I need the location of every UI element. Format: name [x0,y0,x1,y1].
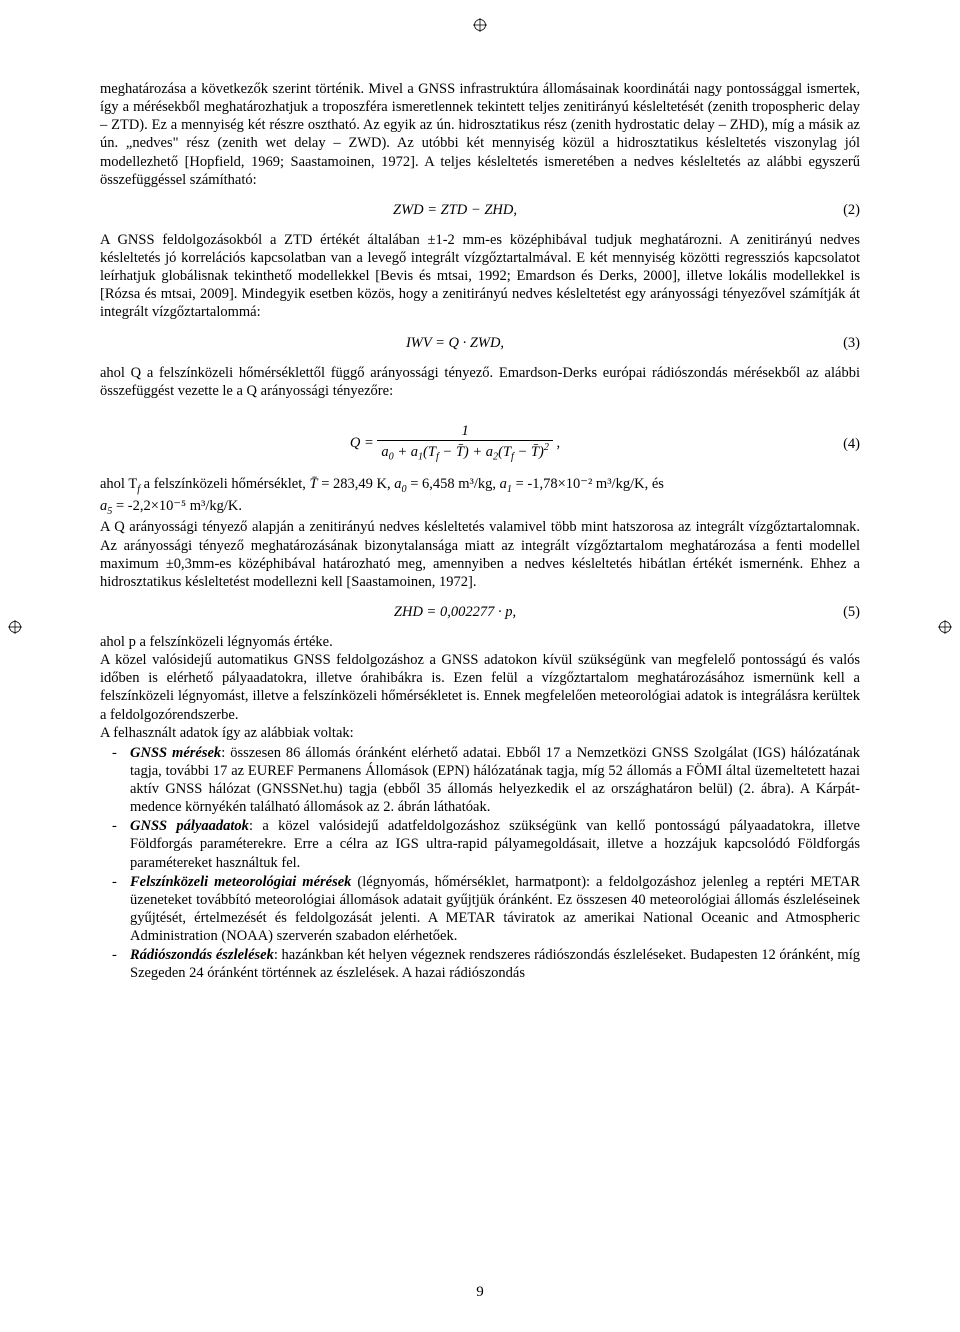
equation-text: IWV = Q · ZWD, [100,334,810,352]
list-item-title: GNSS mérések [130,745,221,761]
equation-number: (4) [810,435,860,453]
list-item: Felszínközeli meteorológiai mérések (lég… [130,873,860,946]
body-paragraph: ahol Tf a felszínközeli hőmérséklet, T̄ … [100,475,860,518]
data-list: GNSS mérések: összesen 86 állomás óránké… [100,744,860,983]
equation-text: Q = 1 a0 + a1(Tf − T̄) + a2(Tf − T̄)2 , [100,424,810,463]
page-number: 9 [0,1283,960,1302]
equation-3: IWV = Q · ZWD, (3) [100,334,860,352]
eq-denominator: a0 + a1(Tf − T̄) + a2(Tf − T̄)2 [377,441,553,463]
body-paragraph: ahol Q a felszínközeli hőmérséklettől fü… [100,364,860,400]
page: meghatározása a következők szerint törté… [0,0,960,1332]
equation-text: ZHD = 0,002277 · p, [100,603,810,621]
body-paragraph: A felhasznált adatok így az alábbiak vol… [100,724,860,742]
list-item-text: : összesen 86 állomás óránként elérhető … [130,745,860,815]
list-item: GNSS mérések: összesen 86 állomás óránké… [130,744,860,817]
equation-number: (3) [810,334,860,352]
crop-mark-icon [473,18,487,32]
crop-mark-icon [8,620,22,634]
eq-fraction: 1 a0 + a1(Tf − T̄) + a2(Tf − T̄)2 [377,424,553,463]
equation-number: (2) [810,201,860,219]
body-paragraph: A közel valósidejű automatikus GNSS feld… [100,651,860,724]
list-item: Rádiószondás észlelések: hazánkban két h… [130,946,860,982]
equation-text: ZWD = ZTD − ZHD, [100,201,810,219]
crop-mark-icon [938,620,952,634]
body-paragraph: ahol p a felszínközeli légnyomás értéke. [100,633,860,651]
body-paragraph: A Q arányossági tényező alapján a zeniti… [100,518,860,591]
body-paragraph: A GNSS feldolgozásokból a ZTD értékét ál… [100,231,860,322]
list-item-title: Felszínközeli meteorológiai mérések [130,874,351,890]
eq-tail: , [557,435,561,451]
list-item-title: Rádiószondás észlelések [130,947,274,963]
eq-lhs: Q = [350,435,378,451]
equation-number: (5) [810,603,860,621]
equation-2: ZWD = ZTD − ZHD, (2) [100,201,860,219]
list-item: GNSS pályaadatok: a közel valósidejű ada… [130,817,860,871]
list-item-title: GNSS pályaadatok [130,818,249,834]
body-paragraph: meghatározása a következők szerint törté… [100,80,860,189]
equation-4: Q = 1 a0 + a1(Tf − T̄) + a2(Tf − T̄)2 , … [100,424,860,463]
eq-numerator: 1 [377,424,553,442]
equation-5: ZHD = 0,002277 · p, (5) [100,603,860,621]
